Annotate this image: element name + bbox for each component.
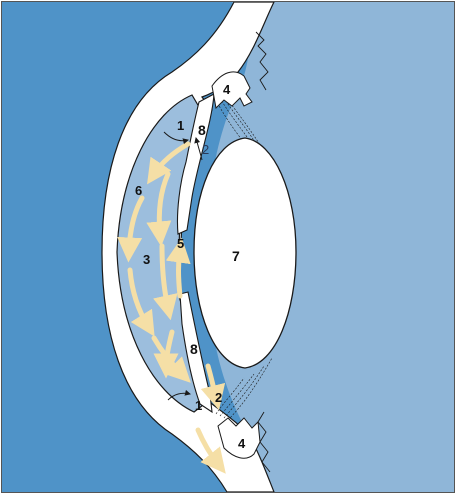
aqueous-flow-arrows (117, 141, 226, 474)
angle-arc-upper (163, 131, 189, 145)
ciliary-body-upper (211, 71, 253, 110)
label-8-bottom: 8 (190, 341, 198, 357)
vitreous-region (207, 2, 454, 492)
label-3: 3 (143, 252, 150, 267)
label-2-top: 2 (202, 142, 209, 157)
ciliary-body-lower (217, 417, 261, 459)
label-8-top: 8 (198, 122, 206, 138)
cornea-sclera (101, 2, 275, 492)
sclera-edge-lower (257, 411, 271, 473)
label-7: 7 (232, 248, 240, 264)
label-4-bottom: 4 (238, 436, 246, 451)
label-2-bottom: 2 (215, 390, 222, 405)
iris-upper (176, 93, 215, 235)
label-1-bottom: 1 (195, 398, 202, 413)
posterior-flow-arrow (194, 137, 203, 161)
label-4-top: 4 (223, 82, 231, 97)
label-5: 5 (177, 236, 184, 251)
label-1-top: 1 (177, 118, 184, 133)
lens (193, 137, 297, 369)
label-6: 6 (135, 183, 142, 198)
sclera-edge-upper (255, 31, 269, 91)
angle-arc-lower (167, 389, 191, 401)
